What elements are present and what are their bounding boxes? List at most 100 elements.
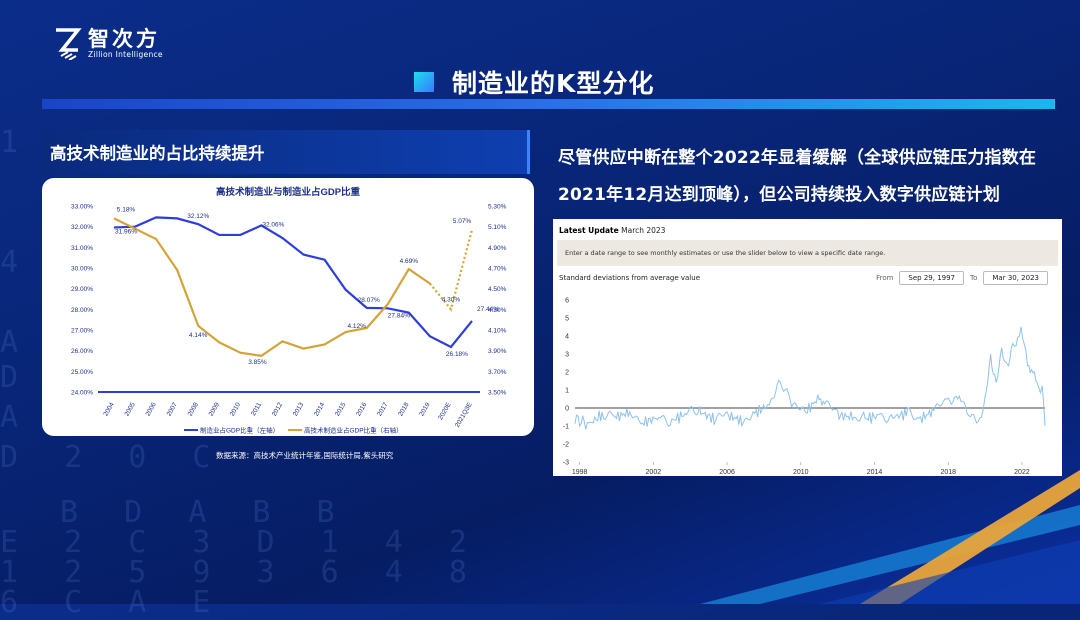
- x-tick-label: 2012: [271, 401, 284, 417]
- y-left-tick-label: 29.00%: [71, 286, 93, 293]
- title-underline-bar: [42, 99, 1055, 109]
- y-left-tick-label: 32.00%: [71, 224, 93, 231]
- x-tick-label: 2013: [292, 401, 305, 417]
- slide-title-group: 制造业的K型分化: [414, 64, 654, 100]
- latest-update-label: Latest Update: [559, 226, 619, 235]
- y-left-tick-label: 24.00%: [71, 390, 93, 397]
- x-tick-label: 2018: [397, 401, 410, 417]
- y-tick-label: 4: [565, 334, 569, 341]
- x-tick-label: 2022: [1014, 469, 1030, 476]
- gold-data-label: 4.69%: [400, 258, 419, 265]
- decorative-streaks: [700, 470, 1080, 604]
- brand-name-en: Zillion Intelligence: [88, 49, 163, 59]
- y-left-tick-label: 27.00%: [71, 328, 93, 335]
- blue-data-label: 32.12%: [187, 213, 209, 220]
- blue-data-label: 28.07%: [358, 297, 380, 304]
- gold-data-label: 4.12%: [347, 323, 366, 330]
- x-tick-label: 2017: [376, 401, 389, 417]
- x-tick-label: 2002: [646, 469, 662, 476]
- y-left-tick-label: 31.00%: [71, 245, 93, 252]
- blue-data-label: 26.18%: [446, 351, 468, 358]
- gscpi-series-line: [574, 326, 1046, 430]
- bg-text-9: 1 2 5 9 3 6 4 8: [0, 555, 481, 590]
- y-tick-label: 6: [565, 298, 569, 305]
- brand-name-cn: 智次方: [88, 26, 160, 51]
- x-tick-label: 2006: [719, 469, 735, 476]
- gold-data-label: 5.18%: [117, 206, 136, 213]
- blue-data-label: 27.44%: [477, 306, 499, 313]
- bg-text-6: D 2 0 C: [0, 440, 225, 475]
- y-tick-label: -2: [563, 442, 569, 449]
- y-left-tick-label: 28.00%: [71, 307, 93, 314]
- x-tick-label: 2010: [793, 469, 809, 476]
- y-right-tick-label: 4.10%: [488, 328, 507, 335]
- y-left-tick-label: 30.00%: [71, 266, 93, 273]
- gold-data-label: 3.85%: [248, 359, 267, 366]
- y-right-tick-label: 5.10%: [488, 224, 507, 231]
- brand-logo: 智次方 Zillion Intelligence: [52, 26, 163, 60]
- to-label: To: [970, 274, 978, 282]
- date-range-row: Standard deviations from average value F…: [553, 266, 1062, 290]
- x-tick-label: 2015: [334, 401, 347, 417]
- series-hightech-line: [113, 217, 431, 357]
- y-right-tick-label: 4.30%: [488, 307, 507, 314]
- y-tick-label: -1: [563, 424, 569, 431]
- x-tick-label: 2019: [418, 401, 431, 417]
- y-tick-label: 2: [565, 370, 569, 377]
- y-left-tick-label: 26.00%: [71, 348, 93, 355]
- x-tick-label: 2008: [187, 401, 200, 417]
- y-tick-label: 0: [565, 406, 569, 413]
- y-right-tick-label: 3.70%: [488, 369, 507, 376]
- x-tick-label: 2021Q3E: [454, 401, 474, 429]
- y-tick-label: 1: [565, 388, 569, 395]
- x-tick-label: 2016: [355, 401, 368, 417]
- x-tick-label: 2007: [166, 401, 179, 417]
- x-tick-label: 2020E: [437, 401, 453, 421]
- from-date-input[interactable]: Sep 29, 1997: [899, 271, 965, 285]
- left-heading-text: 高技术制造业的占比持续提升: [50, 144, 265, 163]
- date-range-instruction: Enter a date range to see monthly estima…: [557, 240, 1058, 266]
- x-tick-label: 2014: [313, 401, 326, 417]
- gscpi-panel: Latest Update March 2023 Enter a date ra…: [553, 219, 1062, 476]
- legend-label-hightech: 高技术制造业占GDP比重（右轴）: [304, 426, 403, 435]
- title-square-icon: [414, 72, 434, 92]
- x-tick-label: 2011: [250, 401, 263, 417]
- gold-data-label: 4.14%: [189, 332, 208, 339]
- x-tick-label: 2006: [145, 401, 158, 417]
- gold-data-label: 5.07%: [453, 218, 472, 225]
- y-axis-label: Standard deviations from average value: [559, 274, 700, 282]
- y-tick-label: 5: [565, 316, 569, 323]
- y-left-tick-label: 25.00%: [71, 369, 93, 376]
- blue-data-label: 27.84%: [388, 313, 410, 320]
- x-tick-label: 2014: [867, 469, 883, 476]
- series-manufacturing-line: [113, 216, 473, 349]
- gdp-share-chart: 高技术制造业与制造业占GDP比重 24.00% 25.00% 26.00% 27.00%…: [71, 186, 507, 435]
- bg-text-7: B D A B B: [60, 495, 349, 530]
- from-label: From: [876, 274, 894, 282]
- to-date-input[interactable]: Mar 30, 2023: [983, 271, 1048, 285]
- y-right-tick-label: 3.90%: [488, 348, 507, 355]
- panel-header: Latest Update March 2023: [553, 219, 1062, 240]
- x-tick-label: 2009: [208, 401, 221, 417]
- gold-data-label: 4.30%: [442, 296, 461, 303]
- y-right-tick-label: 4.70%: [488, 266, 507, 273]
- latest-update-value: March 2023: [621, 226, 666, 235]
- y-tick-label: 3: [565, 352, 569, 359]
- y-right-tick-label: 4.50%: [488, 286, 507, 293]
- y-right-tick-label: 5.30%: [488, 204, 507, 211]
- left-section-heading: 高技术制造业的占比持续提升: [42, 130, 530, 174]
- y-tick-label: -3: [563, 460, 569, 467]
- y-left-tick-label: 33.00%: [71, 204, 93, 211]
- x-tick-label: 2004: [102, 401, 115, 417]
- gdp-share-chart-card: 高技术制造业与制造业占GDP比重 24.00% 25.00% 26.00% 27.00%…: [42, 178, 534, 436]
- x-tick-label: 2010: [229, 401, 242, 417]
- blue-data-label: 31.96%: [115, 228, 137, 235]
- series-hightech-forecast-line: [429, 229, 474, 312]
- x-tick-label: 2005: [123, 401, 136, 417]
- x-tick-label: 1998: [572, 469, 588, 476]
- slide-title: 制造业的K型分化: [452, 69, 655, 98]
- bg-text-8: E 2 C 3 D 1 4 2: [0, 525, 481, 560]
- source-note: 数据来源：高技术产业统计年鉴,国际统计局,紫头研究: [216, 451, 394, 460]
- chart-title: 高技术制造业与制造业占GDP比重: [216, 186, 361, 198]
